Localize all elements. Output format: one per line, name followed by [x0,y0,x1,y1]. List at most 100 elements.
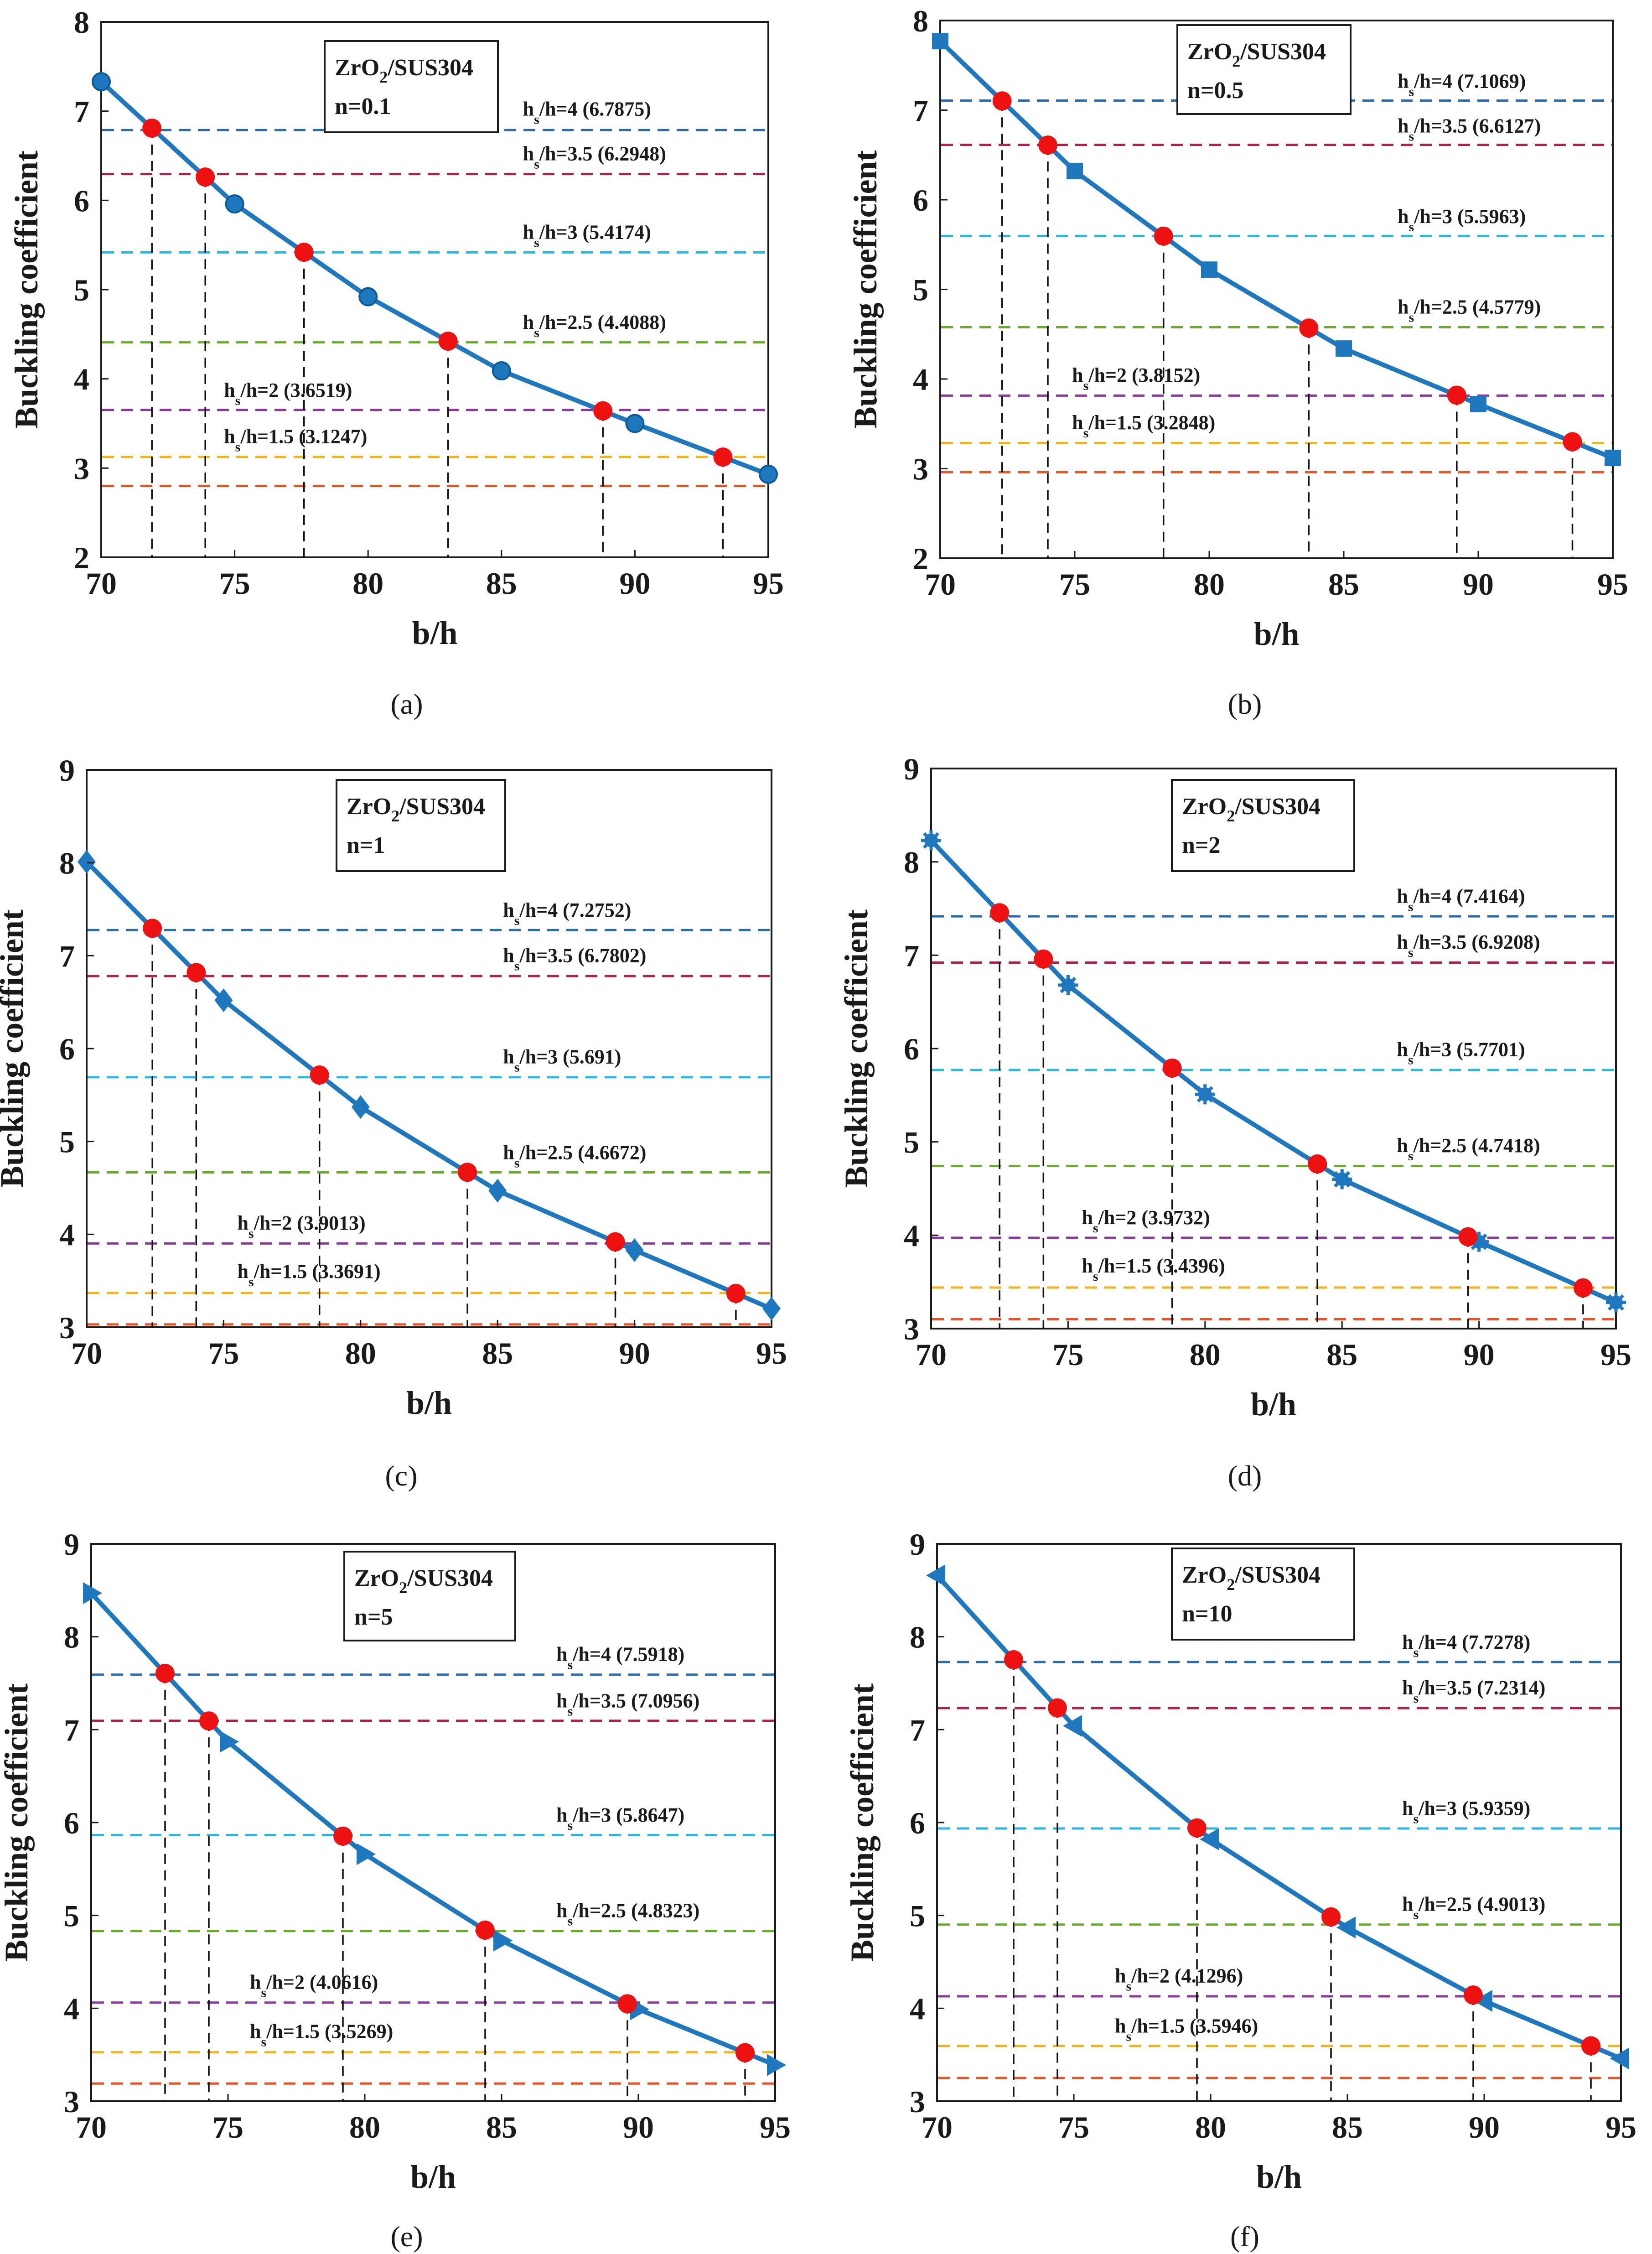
ratio-label-h: h [1398,296,1409,318]
series-point [1336,340,1352,357]
ratio-label-3.5: hs/h=3.5 (6.6127) [1398,115,1541,144]
series-point [1067,163,1083,180]
ratio-label-h: h [1082,1255,1093,1277]
x-tick-label: 90 [1464,1337,1495,1372]
ratio-label-3.5: hs/h=3.5 (7.0956) [556,1689,699,1719]
intersection-point [155,1663,175,1683]
ratio-label-value: /h=3.5 (6.2948) [539,142,666,165]
ratio-label-2: hs/h=2 (3.8152) [1072,364,1200,393]
series-point [492,361,511,381]
ratio-label-1.5: hs/h=1.5 (3.4396) [1082,1255,1225,1284]
series-point [78,850,96,874]
ratio-label-sub: s [1093,1269,1098,1284]
ratio-label-1.5: hs/h=1.5 (3.2848) [1072,411,1215,441]
intersection-point [735,2043,755,2062]
ratio-label-2.5: hs/h=2.5 (4.6672) [503,1141,646,1170]
legend-material-rest: /SUS304 [1234,794,1321,820]
ratio-label-h: h [1115,2015,1126,2037]
ratio-label-value: /h=3 (5.7701) [1413,1038,1525,1060]
y-tick-label: 3 [904,1312,919,1346]
ratio-label-sub: s [1408,1052,1414,1067]
y-tick-label: 7 [64,1713,79,1747]
chart-panel-e: hs/h=4 (7.5918)hs/h=3.5 (7.0956)hs/h=3 (… [0,1527,791,2253]
ratio-label-3.5: hs/h=3.5 (7.2314) [1402,1677,1545,1706]
chart-panel-c: hs/h=4 (7.2752)hs/h=3.5 (6.7802)hs/h=3 (… [0,753,787,1492]
ratio-label-h: h [523,311,534,333]
series-point [214,988,233,1013]
x-tick-label: 90 [619,566,650,601]
ratio-label-value: /h=3.5 (6.6127) [1414,115,1541,137]
series-point [220,1730,239,1753]
legend-material: ZrO2/SUS304 [1187,39,1326,70]
ratio-label-sub: s [1413,1645,1419,1660]
ratio-label-sub: s [567,1914,573,1929]
ratio-label-sub: s [1409,310,1414,325]
series-point-ray [1607,1294,1625,1311]
series-point [1200,1828,1219,1850]
series-point [358,287,378,306]
ratio-label-sub: s [1409,84,1414,99]
legend-material-sub: 2 [1227,807,1235,825]
intersection-point [143,919,162,938]
legend-index: n=2 [1182,832,1221,858]
x-tick-label: 80 [345,1336,376,1371]
x-tick-label: 85 [486,2110,517,2145]
intersection-point [458,1163,477,1182]
legend-index: n=1 [347,832,385,858]
ratio-label-h: h [1397,885,1408,908]
series-point [83,1582,102,1604]
legend-box [336,779,506,872]
ratio-label-value: /h=3 (5.4174) [539,221,651,243]
series-point [921,830,941,851]
ratio-label-4: hs/h=4 (7.5918) [556,1643,684,1672]
y-tick-label: 3 [910,2084,925,2119]
y-tick-label: 3 [74,451,89,486]
ratio-label-h: h [1402,1797,1413,1820]
y-tick-label: 5 [59,1125,75,1159]
intersection-point [990,903,1010,923]
intersection-point [593,401,613,421]
y-tick-label: 5 [913,273,928,307]
series-point-ray [1471,1233,1487,1250]
y-tick-label: 7 [904,938,919,973]
intersection-point [726,1283,746,1303]
ratio-label-h: h [224,426,235,448]
ratio-label-sub: s [1408,1148,1414,1163]
series-point [1610,2047,1629,2070]
y-tick-label: 8 [904,845,919,880]
x-axis-label: b/h [1253,616,1299,652]
ratio-label-sub: s [514,1060,520,1075]
ratio-label-sub: s [1126,2029,1131,2044]
ratio-label-sub: s [261,1985,266,2000]
ratio-label-sub: s [1413,1691,1419,1706]
intersection-point [1447,385,1466,405]
legend-material-rest: /SUS304 [387,55,473,81]
series-point [1201,261,1217,278]
ratio-label-h: h [503,1046,514,1068]
y-tick-label: 4 [64,1991,79,2026]
series-point-ray [922,832,940,849]
legend-material-base: ZrO [347,794,391,820]
y-tick-label: 8 [910,1620,925,1655]
legend-index: n=5 [354,1604,393,1630]
x-tick-label: 90 [619,1336,650,1371]
ratio-label-value: /h=1.5 (3.4396) [1098,1255,1225,1277]
ratio-label-h: h [1082,1206,1093,1229]
y-axis-label: Buckling coefficient [8,151,45,429]
series-point [759,465,778,484]
chart-panel-d: hs/h=4 (7.4164)hs/h=3.5 (6.9208)hs/h=3 (… [838,752,1631,1492]
series-point [625,414,645,433]
ratio-label-sub: s [514,959,520,974]
ratio-label-sub: s [1409,219,1414,234]
x-tick-label: 90 [623,2110,654,2145]
series-point [1473,1990,1492,2012]
y-tick-label: 6 [904,1032,919,1066]
x-axis-label: b/h [1256,2159,1302,2195]
ratio-label-h: h [237,1260,248,1283]
ratio-label-h: h [1397,1038,1408,1060]
intersection-point [1458,1227,1478,1246]
legend-material: ZrO2/SUS304 [1182,794,1321,825]
legend-material-sub: 2 [1232,52,1240,70]
intersection-point [294,242,314,262]
